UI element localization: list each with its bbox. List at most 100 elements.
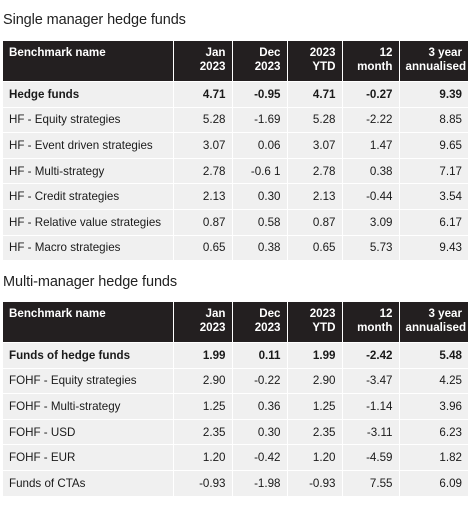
value-cell: -0.95 (232, 81, 288, 108)
column-header-5: 3 year annualised (399, 302, 468, 343)
value-cell: -4.59 (342, 444, 400, 471)
value-cell: 0.65 (287, 234, 343, 261)
table-row: HF - Credit strategies 2.13 0.30 2.13 -0.44 3… (3, 183, 468, 210)
value-cell: 1.99 (287, 342, 343, 369)
benchmark-name-cell: Hedge funds (3, 81, 174, 108)
value-cell: 2.78 (173, 157, 233, 184)
value-cell: 0.38 (342, 157, 400, 184)
column-header-2: Dec 2023 (232, 41, 288, 82)
value-cell: 4.71 (287, 81, 343, 108)
value-cell: 6.17 (399, 208, 468, 236)
column-header-benchmark-name: Benchmark name (3, 41, 174, 82)
value-cell: 0.06 (232, 132, 288, 159)
value-cell: -2.22 (342, 106, 400, 133)
table-row: Hedge funds 4.71 -0.95 4.71 -0.27 9.39 (3, 81, 468, 108)
benchmark-name-cell: FOHF - EUR (3, 444, 174, 471)
value-cell: 9.43 (399, 234, 468, 261)
value-cell: 1.25 (173, 393, 233, 420)
value-cell: 8.85 (399, 106, 468, 133)
value-cell: 2.90 (173, 367, 233, 394)
value-cell: 7.17 (399, 157, 468, 184)
table-row: Funds of CTAs -0.93 -1.98 -0.93 7.55 6.09 (3, 469, 468, 496)
value-cell: 2.35 (173, 418, 233, 445)
value-cell: -1.69 (232, 106, 288, 133)
benchmark-name-cell: FOHF - Multi-strategy (3, 393, 174, 420)
value-cell: 0.58 (232, 208, 288, 236)
value-cell: -0.93 (287, 469, 343, 496)
value-cell: -0.27 (342, 81, 400, 108)
column-header-3: 2023 YTD (287, 302, 343, 343)
single-manager-table: Benchmark name Jan 2023 Dec 2023 2023 YTD 12… (3, 41, 468, 261)
benchmark-name-cell: FOHF - USD (3, 418, 174, 445)
benchmark-name-cell: HF - Relative value strategies (3, 208, 174, 236)
value-cell: 0.87 (173, 208, 233, 236)
value-cell: 0.30 (232, 418, 288, 445)
value-cell: 5.28 (173, 106, 233, 133)
value-cell: -0.93 (173, 469, 233, 496)
column-header-5: 3 year annualised (399, 41, 468, 82)
value-cell: 4.71 (173, 81, 233, 108)
value-cell: 1.20 (287, 444, 343, 471)
table-row: FOHF - USD 2.35 0.30 2.35 -3.11 6.23 (3, 418, 468, 445)
column-header-2: Dec 2023 (232, 302, 288, 343)
value-cell: 3.07 (287, 132, 343, 159)
value-cell: 3.96 (399, 393, 468, 420)
column-header-1: Jan 2023 (173, 41, 233, 82)
value-cell: 7.55 (342, 469, 400, 496)
column-header-4: 12 month (342, 302, 400, 343)
value-cell: 1.25 (287, 393, 343, 420)
value-cell: -3.11 (342, 418, 400, 445)
benchmark-name-cell: FOHF - Equity strategies (3, 367, 174, 394)
value-cell: 6.09 (399, 469, 468, 496)
value-cell: 2.35 (287, 418, 343, 445)
value-cell: 3.07 (173, 132, 233, 159)
value-cell: 0.65 (173, 234, 233, 261)
value-cell: 9.65 (399, 132, 468, 159)
value-cell: 0.30 (232, 183, 288, 210)
value-cell: 2.78 (287, 157, 343, 184)
table-row: HF - Multi-strategy 2.78 -0.6 1 2.78 0.38 7.1… (3, 157, 468, 184)
value-cell: 2.90 (287, 367, 343, 394)
table-header: Benchmark name Jan 2023 Dec 2023 2023 YTD 12… (3, 302, 468, 343)
benchmark-name-cell: HF - Event driven strategies (3, 132, 174, 159)
benchmark-name-cell: Funds of hedge funds (3, 342, 174, 369)
benchmark-name-cell: HF - Equity strategies (3, 106, 174, 133)
value-cell: 5.28 (287, 106, 343, 133)
column-header-4: 12 month (342, 41, 400, 82)
table-row: HF - Event driven strategies 3.07 0.06 3.07… (3, 132, 468, 159)
table-row: Funds of hedge funds 1.99 0.11 1.99 -2.42 5.4… (3, 342, 468, 369)
table-row: HF - Relative value strategies 0.87 0.58 0.… (3, 208, 468, 236)
column-header-benchmark-name: Benchmark name (3, 302, 174, 343)
section-title-multi-manager: Multi-manager hedge funds (3, 274, 178, 290)
value-cell: 3.09 (342, 208, 400, 236)
table-row: FOHF - Equity strategies 2.90 -0.22 2.90 -3.… (3, 367, 468, 394)
column-header-1: Jan 2023 (173, 302, 233, 343)
value-cell: 5.73 (342, 234, 400, 261)
value-cell: 9.39 (399, 81, 468, 108)
table-row: HF - Equity strategies 5.28 -1.69 5.28 -2.22… (3, 106, 468, 133)
value-cell: -1.14 (342, 393, 400, 420)
value-cell: 5.48 (399, 342, 468, 369)
value-cell: -0.6 1 (232, 157, 288, 184)
table-row: FOHF - EUR 1.20 -0.42 1.20 -4.59 1.82 (3, 444, 468, 471)
value-cell: 0.36 (232, 393, 288, 420)
value-cell: 4.25 (399, 367, 468, 394)
table-row: HF - Macro strategies 0.65 0.38 0.65 5.73 9.4… (3, 234, 468, 261)
value-cell: 1.82 (399, 444, 468, 471)
benchmark-name-cell: Funds of CTAs (3, 469, 174, 496)
benchmark-name-cell: HF - Macro strategies (3, 234, 174, 261)
value-cell: 6.23 (399, 418, 468, 445)
multi-manager-table: Benchmark name Jan 2023 Dec 2023 2023 YTD 12… (3, 302, 468, 496)
value-cell: 1.99 (173, 342, 233, 369)
value-cell: 0.87 (287, 208, 343, 236)
column-header-3: 2023 YTD (287, 41, 343, 82)
value-cell: -0.42 (232, 444, 288, 471)
value-cell: 2.13 (287, 183, 343, 210)
value-cell: 1.47 (342, 132, 400, 159)
table-row: FOHF - Multi-strategy 1.25 0.36 1.25 -1.14 3.… (3, 393, 468, 420)
benchmark-name-cell: HF - Credit strategies (3, 183, 174, 210)
value-cell: 0.38 (232, 234, 288, 261)
section-title-single-manager: Single manager hedge funds (3, 12, 186, 28)
value-cell: -0.44 (342, 183, 400, 210)
value-cell: -3.47 (342, 367, 400, 394)
